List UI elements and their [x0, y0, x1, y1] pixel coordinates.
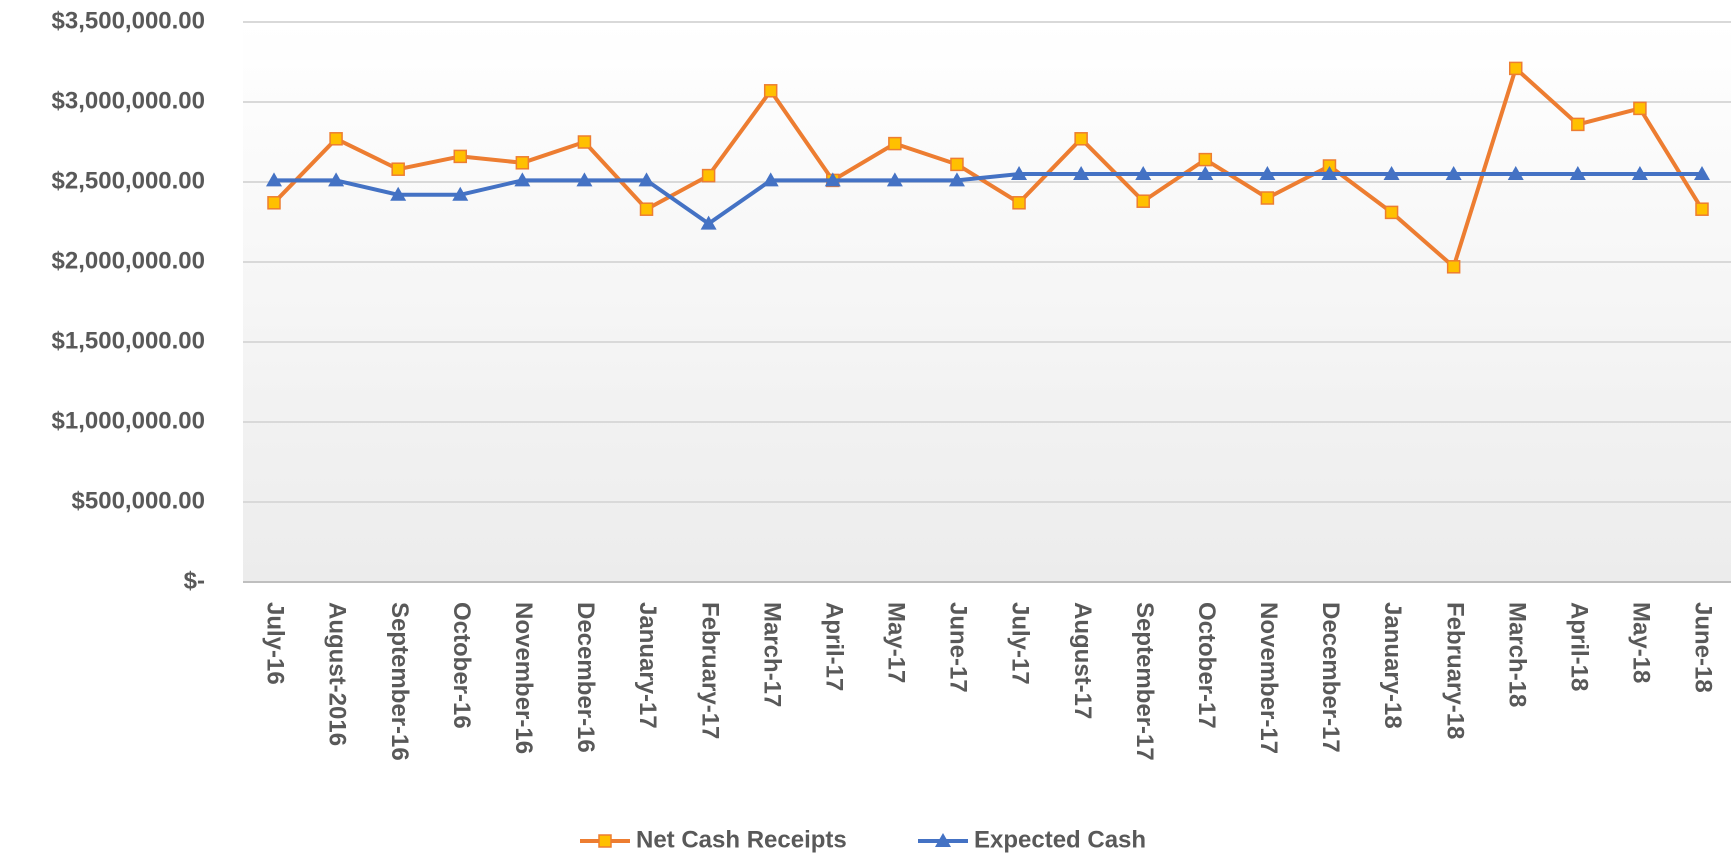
data-point [1012, 196, 1026, 210]
y-tick-label: $- [184, 567, 205, 594]
data-point [576, 172, 593, 187]
data-point [1197, 166, 1214, 180]
data-point [1695, 202, 1709, 216]
x-tick-label: September-17 [1131, 602, 1158, 761]
x-tick-label: October-16 [448, 602, 475, 729]
x-tick-label: August-17 [1069, 602, 1096, 719]
data-point [763, 84, 778, 98]
x-tick-label: July-16 [262, 602, 289, 685]
y-tick-label: $3,000,000.00 [52, 87, 205, 114]
data-point [1321, 166, 1338, 180]
series-line [274, 172, 1702, 226]
data-point [1571, 117, 1585, 132]
x-tick-label: January-17 [634, 602, 661, 729]
series-line [272, 66, 1704, 269]
data-point [1384, 205, 1399, 220]
y-tick-label: $2,500,000.00 [52, 167, 205, 194]
data-point [391, 162, 405, 176]
data-point [1507, 166, 1524, 180]
x-tick-label: May-17 [883, 602, 910, 683]
x-tick-label: March-17 [758, 602, 785, 707]
data-point [1198, 152, 1213, 167]
x-tick-label: December-17 [1317, 602, 1344, 753]
data-point [700, 215, 717, 230]
data-point [886, 172, 903, 187]
data-point [1446, 260, 1461, 274]
x-tick-label: July-17 [1007, 602, 1034, 685]
data-point [1260, 191, 1275, 205]
data-point [888, 136, 902, 151]
data-point [950, 157, 964, 172]
data-point [390, 186, 407, 201]
x-tick-label: August-2016 [324, 602, 351, 746]
x-tick-label: June-18 [1690, 602, 1717, 693]
data-point [1135, 166, 1152, 180]
data-point [638, 172, 655, 187]
y-tick-label: $1,500,000.00 [52, 327, 205, 354]
data-point [1073, 166, 1090, 180]
data-point [1633, 101, 1647, 116]
data-point [514, 172, 531, 187]
data-point [639, 202, 654, 216]
x-tick-label: February-17 [696, 602, 723, 739]
data-point [948, 172, 965, 187]
data-point [1445, 166, 1462, 180]
legend-label: Expected Cash [974, 826, 1146, 853]
x-tick-label: December-16 [572, 602, 599, 753]
data-point [1011, 166, 1028, 180]
x-tick-label: May-18 [1628, 602, 1655, 683]
data-point [1259, 166, 1276, 180]
data-point [453, 149, 468, 164]
data-point [1383, 166, 1400, 180]
data-point [1569, 166, 1586, 180]
x-tick-label: January-18 [1379, 602, 1406, 729]
data-point [701, 168, 716, 183]
legend-marker [598, 834, 612, 848]
x-tick-label: November-17 [1255, 602, 1282, 754]
plot-area [243, 22, 1731, 582]
y-tick-label: $1,000,000.00 [52, 407, 205, 434]
x-tick-label: October-17 [1193, 602, 1220, 729]
x-tick-label: June-17 [945, 602, 972, 693]
data-point [1074, 132, 1088, 146]
x-tick-label: November-16 [510, 602, 537, 754]
data-point [515, 156, 530, 170]
x-tick-label: March-18 [1503, 602, 1530, 707]
data-point [1508, 61, 1523, 76]
legend-label: Net Cash Receipts [636, 826, 847, 853]
y-tick-label: $2,000,000.00 [52, 247, 205, 274]
data-point [329, 132, 343, 146]
data-point [328, 172, 345, 187]
data-point [267, 196, 281, 210]
x-tick-label: February-18 [1441, 602, 1468, 739]
data-point [452, 186, 469, 201]
y-tick-label: $500,000.00 [72, 487, 205, 514]
x-tick-label: April-18 [1565, 602, 1592, 691]
x-tick-label: September-16 [386, 602, 413, 761]
data-point [1136, 194, 1150, 208]
y-tick-label: $3,500,000.00 [52, 7, 205, 34]
legend-marker [935, 833, 951, 847]
data-point [266, 172, 282, 187]
data-point [577, 135, 592, 149]
data-point [1631, 166, 1648, 180]
data-point [824, 172, 841, 187]
x-tick-label: April-17 [820, 602, 847, 691]
data-point [762, 172, 779, 187]
data-point [1694, 166, 1710, 180]
